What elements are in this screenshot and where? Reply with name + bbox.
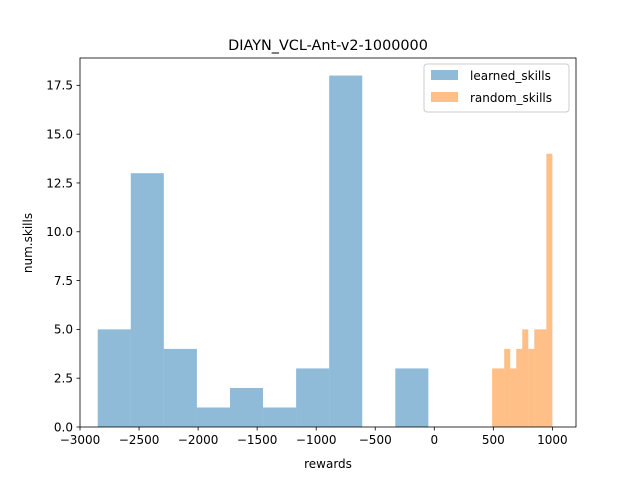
- chart-title: DIAYN_VCL-Ant-v2-1000000: [228, 38, 428, 54]
- x-tick-label: −2500: [119, 433, 160, 447]
- y-axis-label: num.skills: [21, 213, 35, 273]
- x-tick-label: 0: [430, 433, 438, 447]
- bar-random_skills-9: [546, 153, 553, 427]
- legend-label-learned_skills: learned_skills: [470, 69, 551, 83]
- bar-learned_skills-1: [130, 173, 164, 427]
- y-tick-label: 12.5: [46, 176, 73, 190]
- x-axis-label: rewards: [304, 457, 352, 471]
- bar-random_skills-0: [492, 368, 499, 427]
- legend-label-random_skills: random_skills: [470, 91, 552, 105]
- x-axis: −3000 −2500 −2000 −1500 −1000 −500 0 500 1000: [60, 427, 568, 447]
- legend-swatch-learned_skills: [431, 70, 458, 80]
- y-axis: 0.0 2.5 5.0 7.5 10.0 12.5 15.0 17.5: [46, 79, 80, 434]
- x-tick-label: −1500: [237, 433, 278, 447]
- plot-frame: [79, 57, 577, 428]
- bar-random_skills-5: [522, 329, 529, 427]
- y-tick-label: 5.0: [54, 323, 73, 337]
- x-tick-label: 1000: [537, 433, 568, 447]
- bars-layer: [97, 75, 553, 428]
- bar-learned_skills-0: [97, 329, 131, 427]
- bar-learned_skills-7: [329, 75, 363, 428]
- bar-learned_skills-5: [263, 407, 297, 427]
- bar-learned_skills-6: [296, 368, 330, 427]
- bar-learned_skills-3: [196, 407, 230, 427]
- legend: learned_skills random_skills: [423, 63, 570, 113]
- bar-random_skills-6: [528, 348, 535, 427]
- y-tick-label: 17.5: [46, 79, 73, 93]
- bar-random_skills-7: [534, 329, 541, 427]
- bar-random_skills-4: [516, 348, 523, 427]
- x-tick-label: −3000: [60, 433, 101, 447]
- y-tick-label: 0.0: [54, 420, 73, 434]
- bar-learned_skills-4: [229, 387, 264, 427]
- x-tick-label: −1000: [296, 433, 337, 447]
- y-tick-label: 15.0: [46, 127, 73, 141]
- bar-learned_skills-2: [163, 348, 197, 427]
- x-tick-label: 500: [482, 433, 505, 447]
- y-tick-label: 10.0: [46, 225, 73, 239]
- bar-random_skills-1: [498, 368, 505, 427]
- x-tick-label: −500: [359, 433, 392, 447]
- bar-random_skills-3: [510, 368, 517, 427]
- x-tick-label: −2000: [178, 433, 219, 447]
- bar-learned_skills-9: [395, 368, 429, 427]
- y-tick-label: 7.5: [54, 274, 73, 288]
- bar-random_skills-8: [540, 329, 547, 427]
- legend-swatch-random_skills: [431, 92, 458, 102]
- legend-box: [423, 63, 570, 113]
- bar-random_skills-2: [504, 348, 511, 427]
- y-tick-label: 2.5: [54, 371, 73, 385]
